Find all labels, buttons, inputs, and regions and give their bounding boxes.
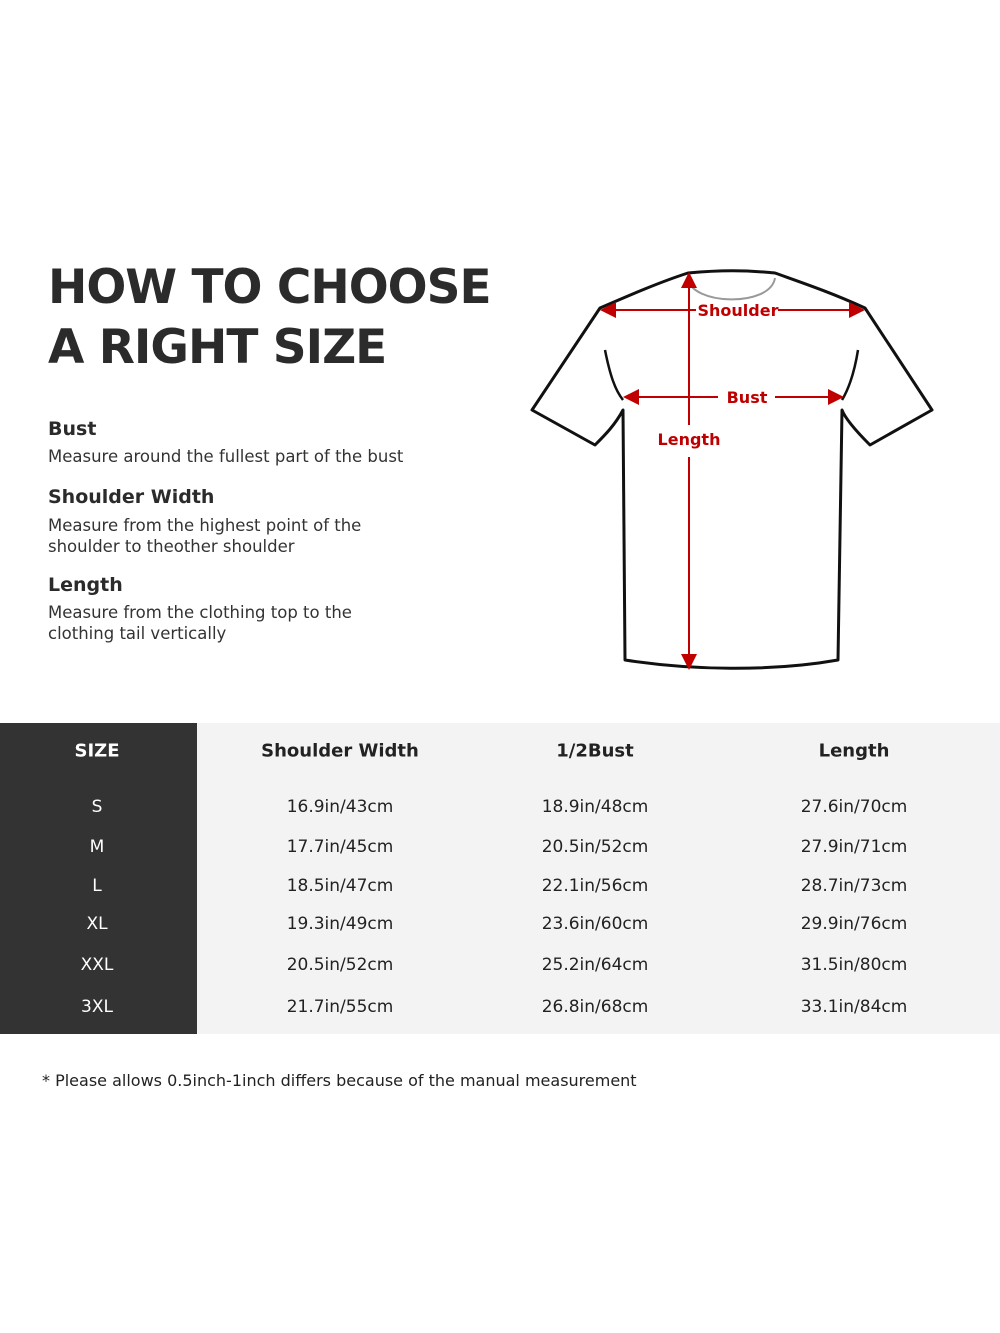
guide-desc-bust: Measure around the fullest part of the b… — [48, 447, 404, 466]
size-column-bg — [0, 723, 197, 1034]
bust-label: Bust — [727, 388, 768, 407]
guide-term-bust: Bust — [48, 418, 97, 440]
tshirt-diagram: Shoulder Bust Length — [530, 269, 934, 670]
cell-size: XXL — [80, 955, 114, 975]
cell-length: 27.6in/70cm — [800, 797, 908, 817]
header-length: Length — [818, 740, 890, 762]
cell-shoulder-width: 21.7in/55cm — [286, 997, 394, 1017]
cell-half-bust: 23.6in/60cm — [541, 914, 649, 934]
cell-size: L — [92, 876, 102, 896]
guide-desc-shoulder: Measure from the highest point of the sh… — [48, 516, 362, 556]
cell-shoulder-width: 19.3in/49cm — [286, 914, 394, 934]
guide-term-shoulder: Shoulder Width — [48, 486, 215, 508]
title-line-2: A RIGHT SIZE — [48, 320, 387, 375]
title-line-1: HOW TO CHOOSE — [48, 260, 492, 315]
cell-half-bust: 20.5in/52cm — [541, 837, 649, 857]
cell-shoulder-width: 16.9in/43cm — [286, 797, 394, 817]
size-table: SIZE Shoulder Width 1/2Bust Length S 16.9in/4… — [0, 723, 1000, 1034]
length-label: Length — [658, 430, 721, 449]
guide-term-length: Length — [48, 574, 123, 596]
cell-length: 28.7in/73cm — [800, 876, 908, 896]
measurement-note: * Please allows 0.5inch-1inch differs be… — [42, 1071, 637, 1090]
cell-length: 33.1in/84cm — [800, 997, 908, 1017]
guide-desc-length: Measure from the clothing top to the clo… — [48, 603, 352, 643]
cell-size: S — [91, 797, 103, 817]
cell-half-bust: 18.9in/48cm — [541, 797, 649, 817]
cell-size: 3XL — [81, 997, 113, 1017]
cell-size: M — [89, 837, 105, 857]
tshirt-outline — [530, 269, 934, 670]
cell-length: 31.5in/80cm — [800, 955, 908, 975]
cell-shoulder-width: 20.5in/52cm — [286, 955, 394, 975]
cell-half-bust: 25.2in/64cm — [541, 955, 649, 975]
cell-length: 29.9in/76cm — [800, 914, 908, 934]
cell-size: XL — [86, 914, 108, 934]
page-title: HOW TO CHOOSE A RIGHT SIZE — [48, 258, 492, 378]
header-size: SIZE — [74, 740, 120, 762]
shoulder-label: Shoulder — [698, 301, 779, 320]
cell-half-bust: 22.1in/56cm — [541, 876, 649, 896]
cell-half-bust: 26.8in/68cm — [541, 997, 649, 1017]
cell-shoulder-width: 18.5in/47cm — [286, 876, 394, 896]
header-half-bust: 1/2Bust — [556, 740, 634, 762]
header-shoulder-width: Shoulder Width — [261, 740, 419, 762]
cell-shoulder-width: 17.7in/45cm — [286, 837, 394, 857]
cell-length: 27.9in/71cm — [800, 837, 908, 857]
